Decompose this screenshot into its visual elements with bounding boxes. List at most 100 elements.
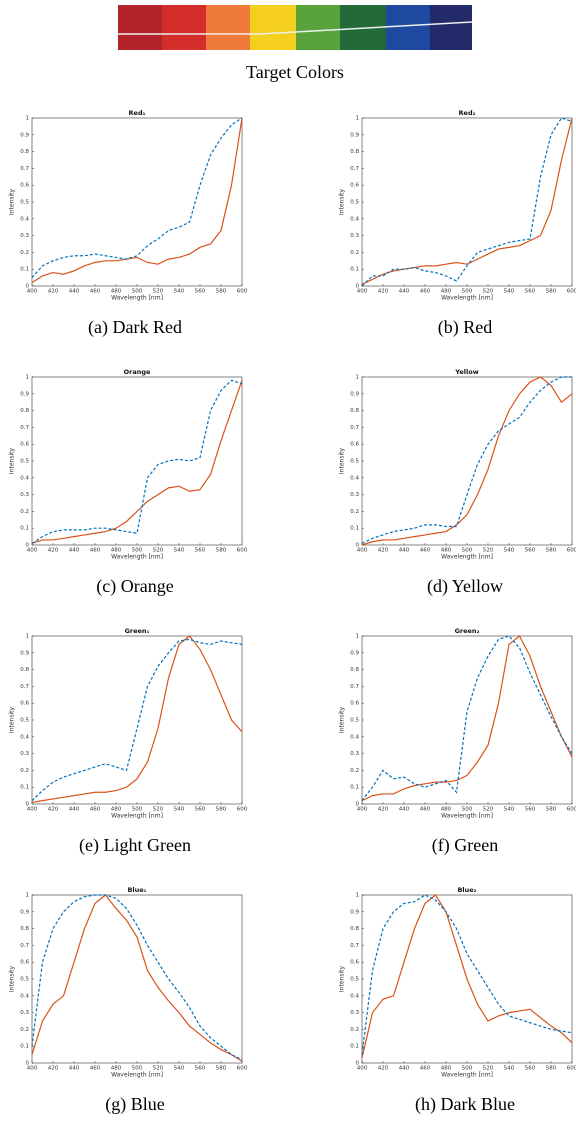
- x-axis-label: Wavelength [nm]: [441, 554, 493, 561]
- x-tick-label: 600: [237, 807, 248, 813]
- series-line: [361, 894, 573, 1055]
- chart-title: Blue₁: [127, 886, 146, 894]
- chart-title: Green₂: [455, 627, 480, 635]
- y-tick-label: 0.1: [350, 526, 359, 532]
- x-tick-label: 400: [27, 1066, 38, 1072]
- chart-title: Red₂: [459, 109, 476, 117]
- x-tick-label: 420: [378, 807, 389, 813]
- y-tick-label: 0.7: [350, 684, 359, 690]
- x-tick-label: 400: [357, 807, 368, 813]
- x-tick-label: 600: [567, 548, 576, 554]
- y-tick-label: 0.6: [20, 442, 29, 448]
- x-tick-label: 440: [399, 1066, 410, 1072]
- y-tick-label: 0.2: [20, 250, 29, 256]
- y-tick-label: 0: [356, 543, 360, 549]
- x-tick-label: 480: [441, 548, 452, 554]
- x-tick-label: 500: [462, 807, 473, 813]
- y-tick-label: 1: [356, 634, 360, 640]
- y-tick-label: 0.9: [350, 909, 359, 915]
- y-tick-label: 1: [356, 116, 360, 122]
- series-line: [361, 376, 573, 546]
- y-tick-label: 1: [356, 893, 360, 899]
- y-tick-label: 0.5: [20, 200, 29, 206]
- x-tick-label: 460: [420, 807, 431, 813]
- y-axis-label: Intensity: [9, 447, 16, 474]
- x-tick-label: 600: [567, 1066, 576, 1072]
- x-tick-label: 480: [111, 1066, 122, 1072]
- y-tick-label: 0.8: [350, 667, 359, 673]
- x-tick-label: 540: [174, 289, 185, 295]
- x-tick-label: 520: [153, 807, 164, 813]
- x-axis-label: Wavelength [nm]: [441, 813, 493, 820]
- y-tick-label: 0.7: [350, 425, 359, 431]
- x-tick-label: 400: [27, 548, 38, 554]
- x-tick-label: 580: [546, 807, 557, 813]
- y-tick-label: 0.2: [350, 768, 359, 774]
- plot-area: [361, 376, 573, 546]
- y-tick-label: 0.4: [20, 993, 29, 999]
- plot-area: [31, 376, 243, 546]
- x-tick-label: 600: [567, 807, 576, 813]
- x-tick-label: 460: [420, 1066, 431, 1072]
- x-tick-label: 500: [462, 1066, 473, 1072]
- y-tick-label: 0.3: [350, 751, 359, 757]
- x-tick-label: 440: [69, 1066, 80, 1072]
- x-tick-label: 460: [90, 807, 101, 813]
- series-line: [31, 894, 243, 1061]
- y-tick-label: 0.7: [350, 166, 359, 172]
- x-tick-label: 560: [525, 807, 536, 813]
- y-tick-label: 0: [356, 284, 360, 290]
- y-tick-label: 0: [26, 1061, 30, 1067]
- x-tick-label: 460: [90, 548, 101, 554]
- x-tick-label: 400: [357, 1066, 368, 1072]
- x-tick-label: 400: [357, 548, 368, 554]
- swatch-caption: Target Colors: [246, 62, 344, 82]
- series-line: [31, 379, 243, 544]
- y-tick-label: 0.7: [20, 425, 29, 431]
- y-tick-label: 0.4: [20, 734, 29, 740]
- y-tick-label: 0.6: [350, 701, 359, 707]
- caption: (b) Red: [438, 317, 492, 338]
- x-tick-label: 500: [132, 807, 143, 813]
- x-tick-label: 440: [69, 289, 80, 295]
- y-tick-label: 0.5: [20, 718, 29, 724]
- chart-title: Red₁: [129, 109, 146, 117]
- series-line: [361, 635, 573, 802]
- y-tick-label: 0.9: [350, 650, 359, 656]
- y-tick-label: 0.6: [350, 183, 359, 189]
- y-tick-label: 0.1: [350, 785, 359, 791]
- y-tick-label: 0.1: [350, 1044, 359, 1050]
- series-line: [361, 894, 573, 1059]
- y-tick-label: 0.3: [350, 1010, 359, 1016]
- x-tick-label: 520: [483, 548, 494, 554]
- series-line: [31, 117, 243, 284]
- x-tick-label: 500: [132, 289, 143, 295]
- x-tick-label: 600: [237, 1066, 248, 1072]
- y-tick-label: 0.6: [20, 183, 29, 189]
- y-tick-label: 0.2: [20, 1027, 29, 1033]
- y-tick-label: 0.4: [20, 475, 29, 481]
- y-tick-label: 0: [26, 543, 30, 549]
- x-tick-label: 540: [174, 807, 185, 813]
- x-tick-label: 440: [399, 289, 410, 295]
- x-tick-label: 480: [111, 289, 122, 295]
- x-tick-label: 400: [27, 289, 38, 295]
- x-tick-label: 420: [48, 1066, 59, 1072]
- y-tick-label: 0.3: [350, 492, 359, 498]
- y-tick-label: 0.1: [20, 267, 29, 273]
- x-tick-label: 400: [357, 289, 368, 295]
- x-tick-label: 480: [441, 807, 452, 813]
- y-tick-label: 1: [26, 634, 30, 640]
- y-tick-label: 0.5: [350, 200, 359, 206]
- x-tick-label: 460: [420, 289, 431, 295]
- y-tick-label: 0.3: [20, 1010, 29, 1016]
- x-tick-label: 420: [48, 289, 59, 295]
- y-tick-label: 0.1: [20, 785, 29, 791]
- y-tick-label: 0.9: [20, 391, 29, 397]
- y-tick-label: 0.9: [20, 132, 29, 138]
- x-tick-label: 420: [378, 289, 389, 295]
- x-tick-label: 540: [504, 289, 515, 295]
- y-tick-label: 0.5: [20, 977, 29, 983]
- plot-area: [361, 117, 573, 287]
- y-tick-label: 0.6: [20, 701, 29, 707]
